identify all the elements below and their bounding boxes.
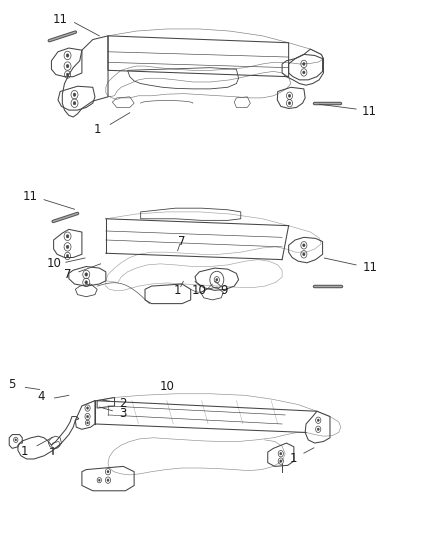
Circle shape (73, 101, 76, 105)
Circle shape (66, 54, 69, 57)
Text: 11: 11 (362, 104, 377, 118)
Text: 1: 1 (93, 123, 101, 136)
Circle shape (303, 244, 305, 247)
Circle shape (87, 422, 88, 424)
Text: 1: 1 (174, 284, 181, 297)
Circle shape (107, 479, 109, 481)
Circle shape (280, 460, 282, 462)
Circle shape (303, 253, 305, 256)
Text: 10: 10 (192, 284, 207, 297)
Circle shape (317, 428, 319, 431)
Circle shape (85, 281, 88, 284)
Text: 5: 5 (9, 378, 16, 391)
Circle shape (85, 273, 88, 276)
Circle shape (107, 471, 109, 473)
Circle shape (216, 278, 218, 281)
Text: 7: 7 (178, 235, 186, 247)
Circle shape (66, 64, 69, 68)
Circle shape (73, 93, 76, 96)
Circle shape (99, 479, 100, 481)
Circle shape (288, 94, 291, 97)
Circle shape (317, 419, 319, 422)
Circle shape (15, 439, 17, 441)
Circle shape (303, 62, 305, 66)
Circle shape (87, 407, 88, 409)
Text: 9: 9 (220, 284, 228, 297)
Text: 10: 10 (47, 257, 62, 270)
Circle shape (303, 71, 305, 74)
Text: 3: 3 (119, 407, 126, 421)
Text: 11: 11 (22, 190, 37, 203)
Circle shape (87, 415, 88, 418)
Circle shape (288, 102, 291, 104)
Circle shape (66, 73, 69, 76)
Circle shape (66, 235, 69, 238)
Text: 4: 4 (38, 390, 45, 403)
Text: 10: 10 (159, 381, 174, 393)
Text: 7: 7 (64, 268, 71, 281)
Text: 11: 11 (363, 261, 378, 274)
Text: 1: 1 (290, 452, 297, 465)
Text: 1: 1 (20, 445, 28, 457)
Circle shape (66, 245, 69, 248)
Text: 11: 11 (53, 13, 67, 27)
Circle shape (280, 453, 282, 455)
Text: 2: 2 (119, 397, 126, 410)
Circle shape (66, 254, 69, 257)
